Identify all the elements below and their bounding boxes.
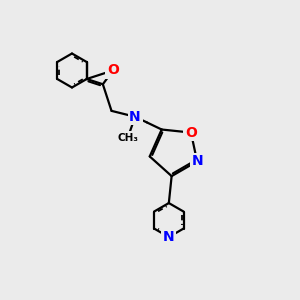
Text: O: O [107, 64, 119, 77]
Text: O: O [185, 126, 197, 140]
Text: N: N [129, 110, 141, 124]
Text: CH₃: CH₃ [117, 133, 138, 143]
Text: N: N [191, 154, 203, 168]
Text: N: N [163, 230, 175, 244]
